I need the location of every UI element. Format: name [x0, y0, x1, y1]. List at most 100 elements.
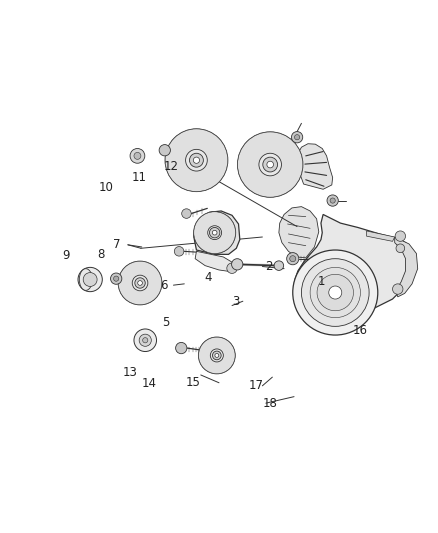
Text: 1: 1 — [317, 275, 325, 288]
Text: 13: 13 — [123, 366, 138, 379]
Circle shape — [130, 149, 145, 163]
Circle shape — [239, 134, 301, 196]
Polygon shape — [293, 214, 410, 318]
Circle shape — [170, 133, 223, 187]
Circle shape — [244, 138, 297, 191]
Circle shape — [134, 329, 156, 352]
Circle shape — [198, 216, 231, 249]
Circle shape — [245, 140, 295, 190]
Circle shape — [195, 213, 234, 252]
Text: 5: 5 — [162, 316, 170, 328]
Polygon shape — [298, 144, 333, 189]
Circle shape — [203, 342, 231, 369]
Text: 16: 16 — [353, 324, 367, 337]
Circle shape — [198, 337, 235, 374]
Circle shape — [209, 228, 220, 238]
Circle shape — [251, 146, 289, 183]
Circle shape — [290, 256, 296, 262]
Circle shape — [165, 129, 228, 191]
Circle shape — [208, 225, 222, 240]
Circle shape — [139, 334, 151, 346]
Circle shape — [395, 231, 406, 241]
Text: 12: 12 — [164, 160, 179, 173]
Ellipse shape — [79, 269, 92, 290]
Circle shape — [287, 253, 299, 265]
Circle shape — [238, 132, 303, 197]
Circle shape — [254, 149, 286, 180]
Circle shape — [127, 270, 153, 296]
Text: 4: 4 — [205, 271, 212, 284]
Circle shape — [178, 142, 215, 179]
Circle shape — [168, 132, 225, 189]
Circle shape — [258, 152, 283, 177]
Circle shape — [173, 136, 220, 184]
Circle shape — [256, 150, 285, 179]
Circle shape — [242, 136, 298, 192]
Circle shape — [267, 161, 273, 168]
Circle shape — [238, 132, 303, 197]
Circle shape — [198, 337, 235, 374]
Circle shape — [123, 265, 158, 301]
Circle shape — [134, 152, 141, 159]
Circle shape — [201, 340, 232, 371]
Circle shape — [210, 349, 223, 362]
Polygon shape — [367, 231, 395, 241]
Circle shape — [174, 138, 219, 183]
Circle shape — [208, 225, 222, 240]
Polygon shape — [195, 252, 236, 272]
Circle shape — [205, 343, 229, 368]
Circle shape — [121, 264, 159, 302]
Circle shape — [165, 129, 228, 191]
Circle shape — [210, 349, 223, 362]
Circle shape — [113, 276, 119, 281]
Circle shape — [212, 351, 221, 360]
Circle shape — [205, 223, 224, 243]
Circle shape — [124, 267, 156, 299]
Circle shape — [186, 149, 207, 171]
Circle shape — [175, 139, 218, 181]
Text: 18: 18 — [263, 397, 278, 410]
Circle shape — [274, 261, 284, 270]
Text: 6: 6 — [160, 279, 167, 292]
Circle shape — [208, 346, 226, 365]
Circle shape — [206, 224, 223, 241]
Circle shape — [183, 147, 210, 174]
Circle shape — [181, 145, 212, 175]
Circle shape — [215, 353, 219, 358]
Circle shape — [193, 157, 200, 163]
Text: 10: 10 — [99, 181, 113, 194]
Circle shape — [253, 147, 287, 182]
Circle shape — [128, 271, 152, 295]
Text: 11: 11 — [131, 171, 146, 184]
Text: 3: 3 — [233, 295, 240, 308]
Circle shape — [327, 195, 338, 206]
Circle shape — [190, 154, 203, 167]
Circle shape — [294, 135, 300, 140]
Circle shape — [227, 263, 237, 273]
Circle shape — [174, 247, 184, 256]
Circle shape — [232, 259, 243, 270]
Circle shape — [206, 344, 228, 366]
Circle shape — [259, 154, 282, 176]
Circle shape — [194, 212, 236, 254]
Polygon shape — [279, 207, 319, 258]
Circle shape — [293, 250, 378, 335]
Circle shape — [176, 342, 187, 354]
Circle shape — [291, 132, 303, 143]
Circle shape — [135, 278, 145, 288]
Circle shape — [184, 148, 209, 173]
Circle shape — [250, 144, 290, 185]
Circle shape — [131, 274, 149, 292]
Circle shape — [132, 275, 148, 291]
Circle shape — [259, 154, 282, 176]
Circle shape — [125, 268, 155, 298]
Circle shape — [78, 268, 102, 292]
Circle shape — [182, 209, 191, 219]
Circle shape — [247, 141, 293, 188]
Circle shape — [159, 144, 170, 156]
Circle shape — [301, 259, 369, 326]
Circle shape — [322, 279, 348, 305]
Circle shape — [202, 220, 227, 245]
Circle shape — [180, 143, 213, 177]
Circle shape — [186, 149, 207, 171]
